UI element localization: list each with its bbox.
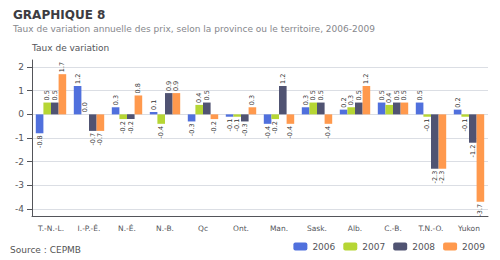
svg-text:-3: -3 <box>15 180 24 190</box>
svg-text:0.5: 0.5 <box>203 90 211 100</box>
svg-text:2: 2 <box>18 62 24 72</box>
svg-text:0.5: 0.5 <box>355 90 363 100</box>
svg-text:Alb.: Alb. <box>348 224 362 233</box>
svg-text:1.2: 1.2 <box>74 74 82 84</box>
svg-text:0.5: 0.5 <box>51 90 59 100</box>
svg-text:0.5: 0.5 <box>400 90 408 100</box>
svg-text:-0.1: -0.1 <box>423 119 431 132</box>
svg-text:Sask.: Sask. <box>307 224 327 233</box>
svg-text:0.1: 0.1 <box>150 100 158 110</box>
svg-text:2009: 2009 <box>462 242 485 252</box>
svg-text:0: 0 <box>18 109 24 119</box>
svg-text:1.7: 1.7 <box>58 62 66 72</box>
svg-text:2007: 2007 <box>362 242 385 252</box>
svg-text:Ont.: Ont. <box>233 224 249 233</box>
svg-text:-0.2: -0.2 <box>271 121 279 134</box>
svg-text:Man.: Man. <box>270 224 288 233</box>
svg-text:0.4: 0.4 <box>385 92 394 103</box>
svg-text:0.3: 0.3 <box>301 94 310 106</box>
svg-text:-0.4: -0.4 <box>286 126 294 139</box>
svg-text:0.3: 0.3 <box>112 95 120 105</box>
svg-text:C.-B.: C.-B. <box>384 224 402 233</box>
svg-text:0.5: 0.5 <box>377 90 386 101</box>
svg-text:-0.4: -0.4 <box>157 126 165 139</box>
svg-text:0.3: 0.3 <box>347 94 356 106</box>
svg-text:T.-N.-L.: T.-N.-L. <box>37 224 64 233</box>
svg-text:N.-É.: N.-É. <box>118 224 136 233</box>
svg-text:GRAPHIQUE 8: GRAPHIQUE 8 <box>13 8 105 22</box>
svg-text:-0.1: -0.1 <box>461 119 469 132</box>
svg-text:Source : CEPMB: Source : CEPMB <box>10 245 81 255</box>
svg-text:-0.4: -0.4 <box>324 126 332 139</box>
svg-text:0.5: 0.5 <box>317 90 325 100</box>
svg-text:0.9: 0.9 <box>164 80 173 92</box>
svg-text:-0.2: -0.2 <box>127 121 135 134</box>
svg-text:T.N.-O.: T.N.-O. <box>418 224 444 233</box>
svg-text:0.0: 0.0 <box>81 102 89 112</box>
svg-text:0.2: 0.2 <box>339 97 348 108</box>
svg-text:1: 1 <box>18 86 24 96</box>
svg-text:N.-B.: N.-B. <box>156 224 174 233</box>
svg-text:1.2: 1.2 <box>362 74 370 84</box>
svg-text:-0.3: -0.3 <box>241 123 249 136</box>
svg-text:-0.1: -0.1 <box>233 118 242 132</box>
svg-text:-0.8: -0.8 <box>36 135 44 148</box>
svg-text:-0.2: -0.2 <box>210 121 218 134</box>
svg-text:-0.3: -0.3 <box>188 123 196 136</box>
svg-text:0.5: 0.5 <box>309 90 318 101</box>
svg-text:0.5: 0.5 <box>43 90 52 101</box>
svg-text:-0.7: -0.7 <box>96 133 104 146</box>
svg-text:0.3: 0.3 <box>248 95 256 105</box>
svg-text:Taux de variation: Taux de variation <box>31 43 109 53</box>
svg-text:Yukon: Yukon <box>457 224 480 233</box>
svg-text:0.9: 0.9 <box>172 81 180 91</box>
svg-text:I.-P.-É.: I.-P.-É. <box>78 224 101 233</box>
svg-text:-1: -1 <box>15 133 24 143</box>
svg-text:-0.1: -0.1 <box>225 118 234 132</box>
svg-text:-3.7: -3.7 <box>476 204 484 217</box>
svg-text:-0.7: -0.7 <box>88 132 97 146</box>
svg-text:0.8: 0.8 <box>134 83 142 93</box>
svg-text:1.2: 1.2 <box>279 74 287 84</box>
svg-text:-2: -2 <box>15 157 24 167</box>
svg-text:2006: 2006 <box>312 242 335 252</box>
svg-text:Taux de variation annuelle des: Taux de variation annuelle des prix, sel… <box>12 24 375 34</box>
svg-text:2008: 2008 <box>412 242 435 252</box>
svg-text:Qc: Qc <box>198 224 208 233</box>
svg-text:-2.3: -2.3 <box>438 171 446 184</box>
svg-text:0.4: 0.4 <box>195 92 204 103</box>
svg-text:0.5: 0.5 <box>416 90 424 100</box>
svg-text:0.2: 0.2 <box>454 97 462 107</box>
svg-text:-0.2: -0.2 <box>119 121 128 134</box>
svg-text:-0.4: -0.4 <box>263 125 272 139</box>
svg-text:-1.2: -1.2 <box>469 145 477 158</box>
svg-text:-4: -4 <box>15 204 24 214</box>
svg-text:-2.3: -2.3 <box>430 170 439 184</box>
svg-text:0.5: 0.5 <box>392 90 401 101</box>
